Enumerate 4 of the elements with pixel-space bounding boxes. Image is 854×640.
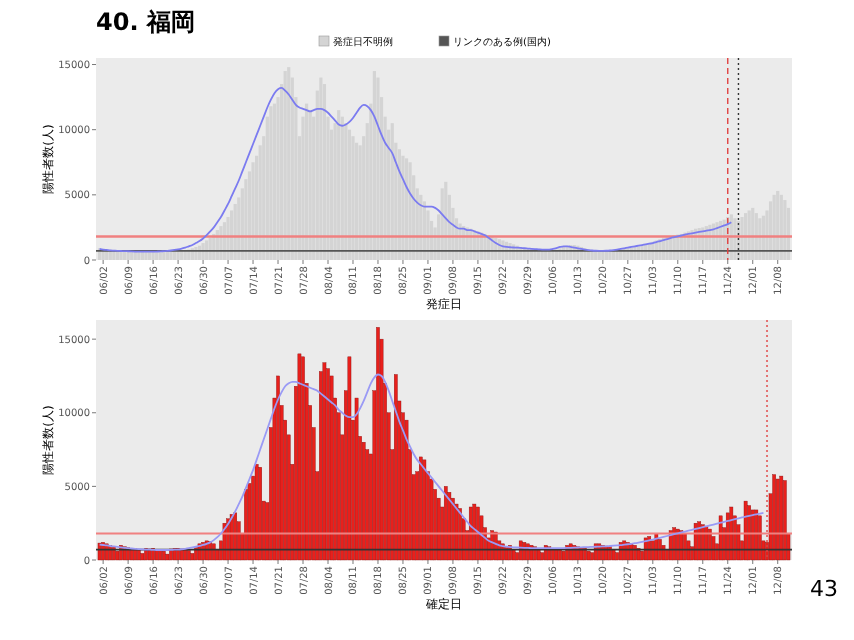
- text: 43: [810, 576, 838, 602]
- chart-title: 40. 福岡: [96, 8, 195, 36]
- line-series: [98, 373, 765, 551]
- line-series: [98, 87, 733, 253]
